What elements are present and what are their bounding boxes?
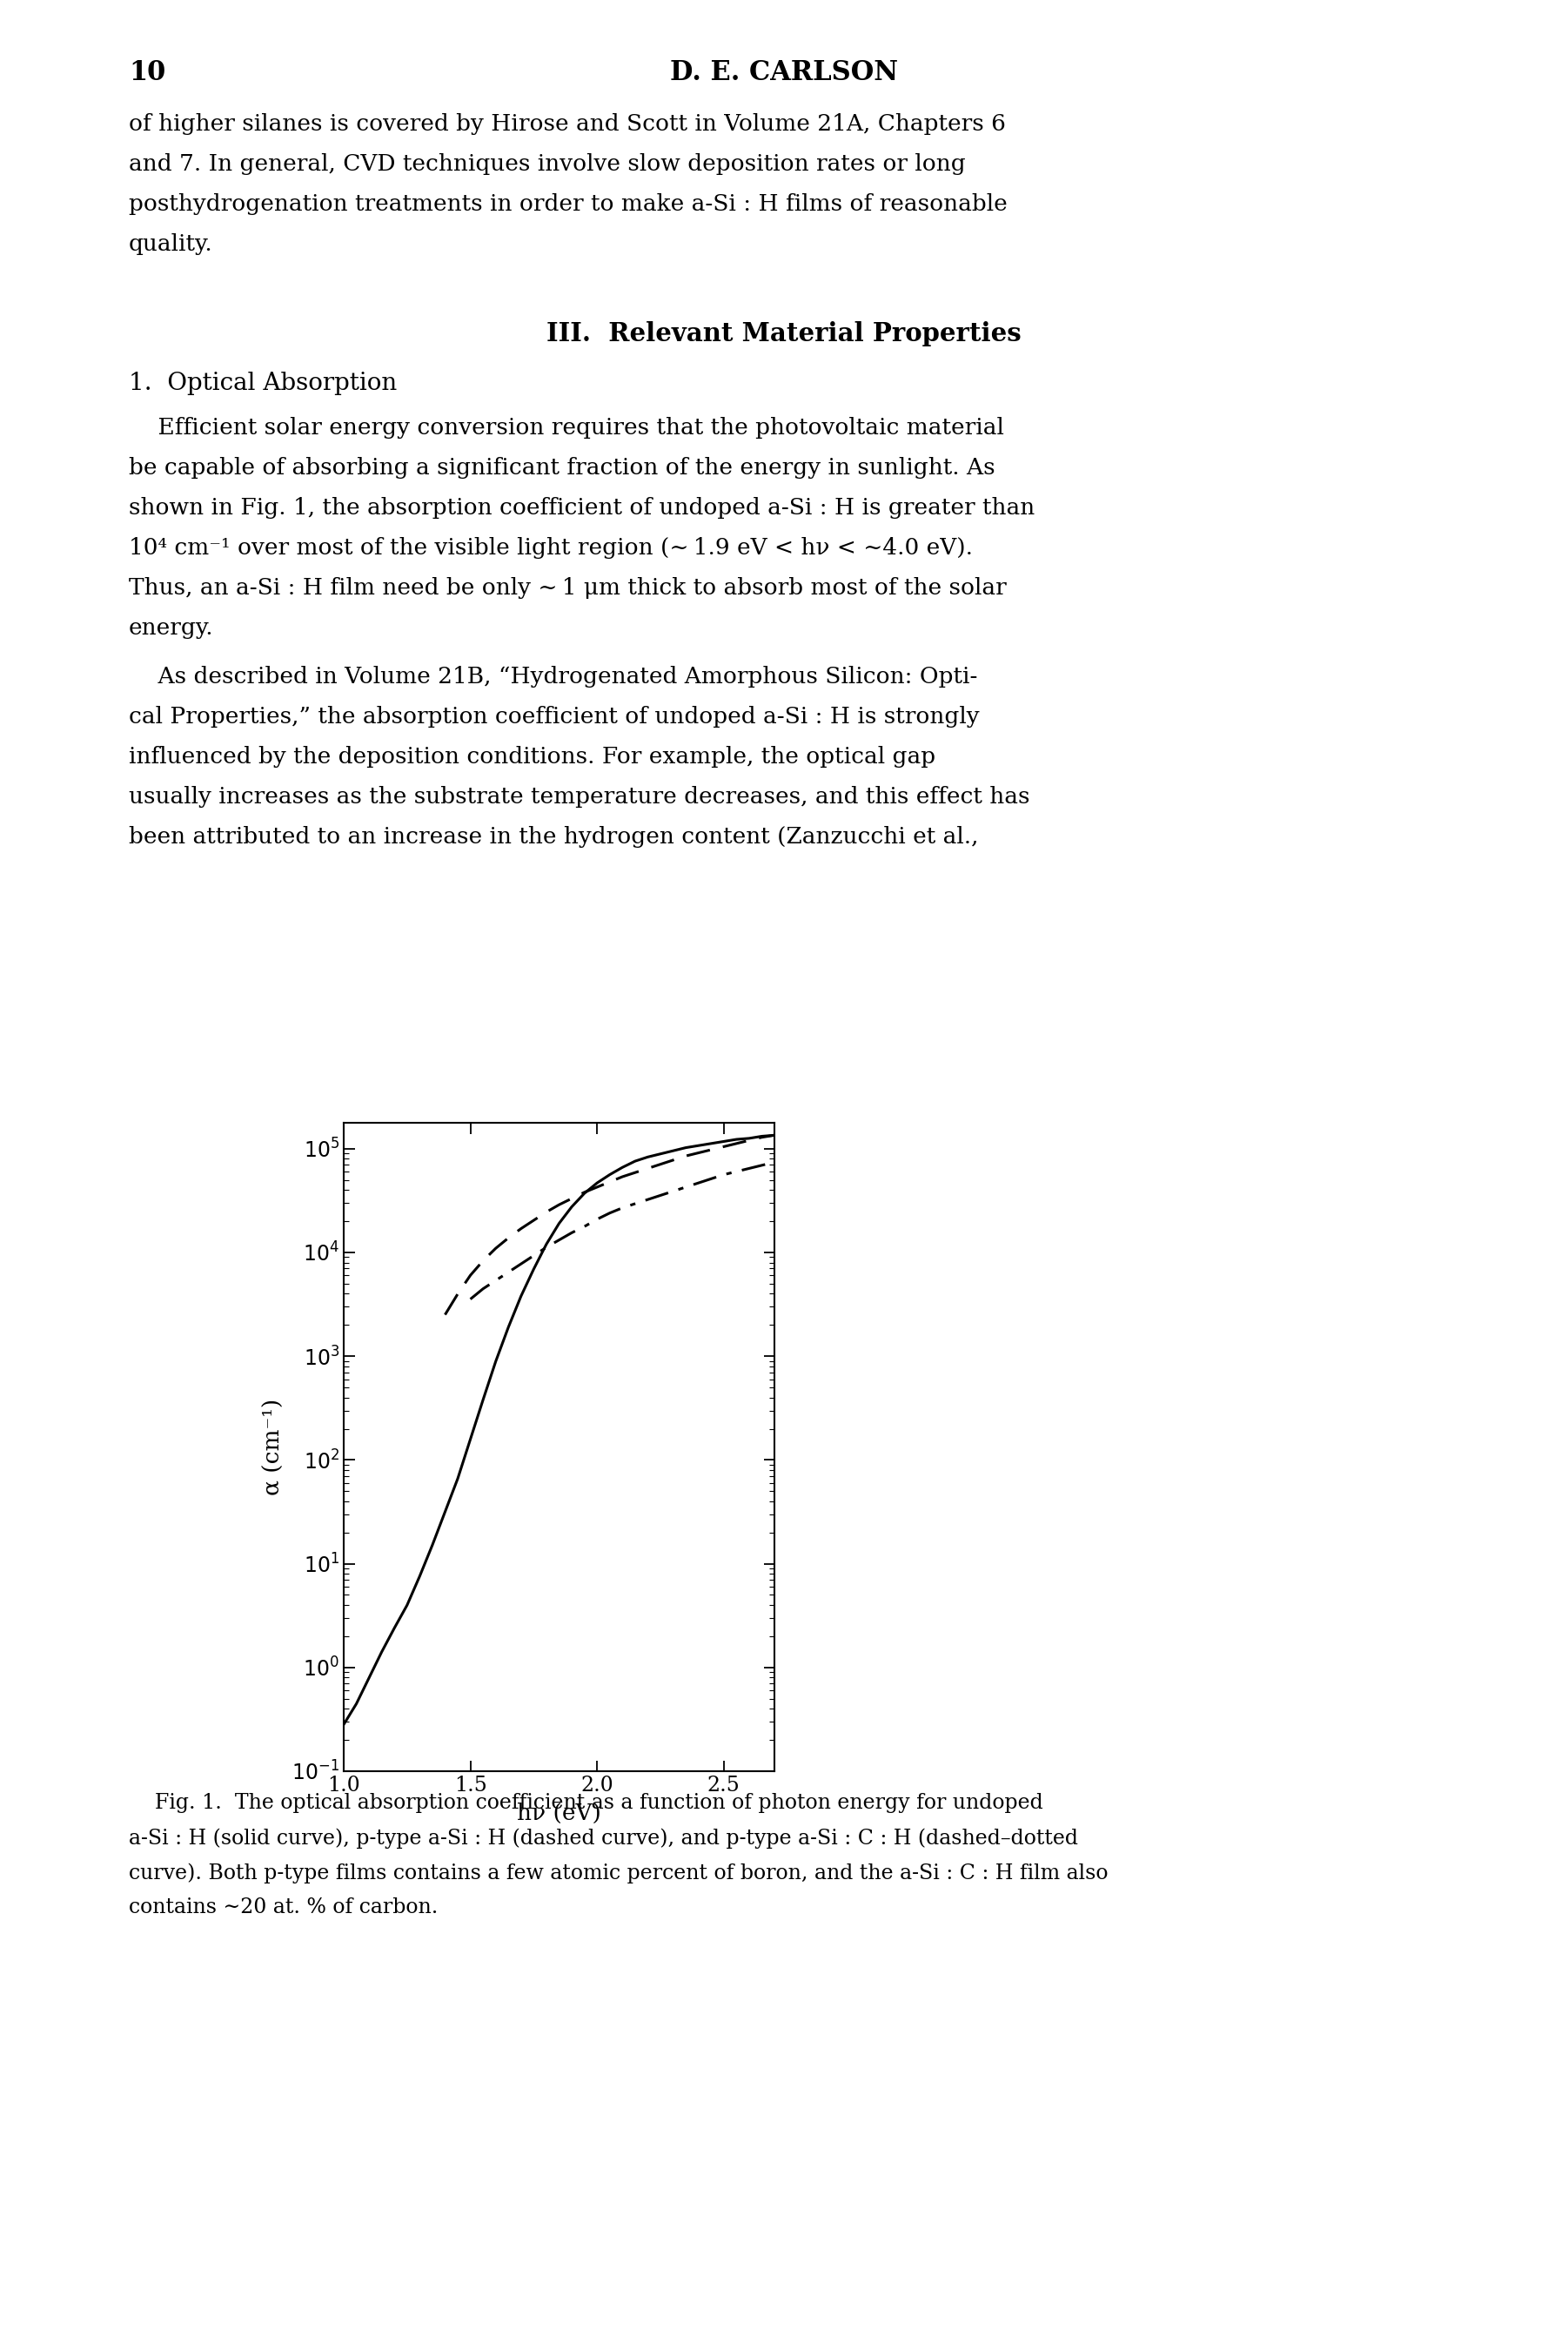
Text: quality.: quality.	[129, 233, 213, 256]
Text: 10: 10	[129, 59, 166, 87]
Text: curve). Both p-type films contains a few atomic percent of boron, and the a-Si :: curve). Both p-type films contains a few…	[129, 1864, 1109, 1882]
Text: been attributed to an increase in the hydrogen content (Zanzucchi et al.,: been attributed to an increase in the hy…	[129, 825, 978, 848]
Text: As described in Volume 21B, “Hydrogenated Amorphous Silicon: Opti-: As described in Volume 21B, “Hydrogenate…	[129, 665, 977, 689]
Text: shown in Fig. 1, the absorption coefficient of undoped a-Si : H is greater than: shown in Fig. 1, the absorption coeffici…	[129, 496, 1035, 519]
Text: and 7. In general, CVD techniques involve slow deposition rates or long: and 7. In general, CVD techniques involv…	[129, 153, 966, 174]
Text: cal Properties,” the absorption coefficient of undoped a-Si : H is strongly: cal Properties,” the absorption coeffici…	[129, 705, 980, 728]
Y-axis label: α (cm⁻¹): α (cm⁻¹)	[262, 1398, 284, 1495]
Text: Fig. 1.  The optical absorption coefficient as a function of photon energy for u: Fig. 1. The optical absorption coefficie…	[129, 1793, 1043, 1812]
Text: influenced by the deposition conditions. For example, the optical gap: influenced by the deposition conditions.…	[129, 745, 936, 768]
Text: D. E. CARLSON: D. E. CARLSON	[670, 59, 898, 87]
Text: usually increases as the substrate temperature decreases, and this effect has: usually increases as the substrate tempe…	[129, 785, 1030, 808]
Text: 1.  Optical Absorption: 1. Optical Absorption	[129, 371, 397, 395]
Text: III.  Relevant Material Properties: III. Relevant Material Properties	[547, 322, 1021, 345]
X-axis label: hν (eV): hν (eV)	[517, 1802, 601, 1824]
Text: energy.: energy.	[129, 618, 213, 639]
Text: 10⁴ cm⁻¹ over most of the visible light region (∼ 1.9 eV < hν < ∼4.0 eV).: 10⁴ cm⁻¹ over most of the visible light …	[129, 538, 972, 559]
Text: of higher silanes is covered by Hirose and Scott in Volume 21A, Chapters 6: of higher silanes is covered by Hirose a…	[129, 113, 1005, 134]
Text: Efficient solar energy conversion requires that the photovoltaic material: Efficient solar energy conversion requir…	[129, 416, 1004, 439]
Text: posthydrogenation treatments in order to make a-Si : H films of reasonable: posthydrogenation treatments in order to…	[129, 193, 1007, 214]
Text: contains ∼20 at. % of carbon.: contains ∼20 at. % of carbon.	[129, 1896, 437, 1918]
Text: Thus, an a-Si : H film need be only ∼ 1 μm thick to absorb most of the solar: Thus, an a-Si : H film need be only ∼ 1 …	[129, 578, 1007, 599]
Text: a-Si : H (solid curve), p-type a-Si : H (dashed curve), and p-type a-Si : C : H : a-Si : H (solid curve), p-type a-Si : H …	[129, 1828, 1079, 1847]
Text: be capable of absorbing a significant fraction of the energy in sunlight. As: be capable of absorbing a significant fr…	[129, 456, 996, 479]
